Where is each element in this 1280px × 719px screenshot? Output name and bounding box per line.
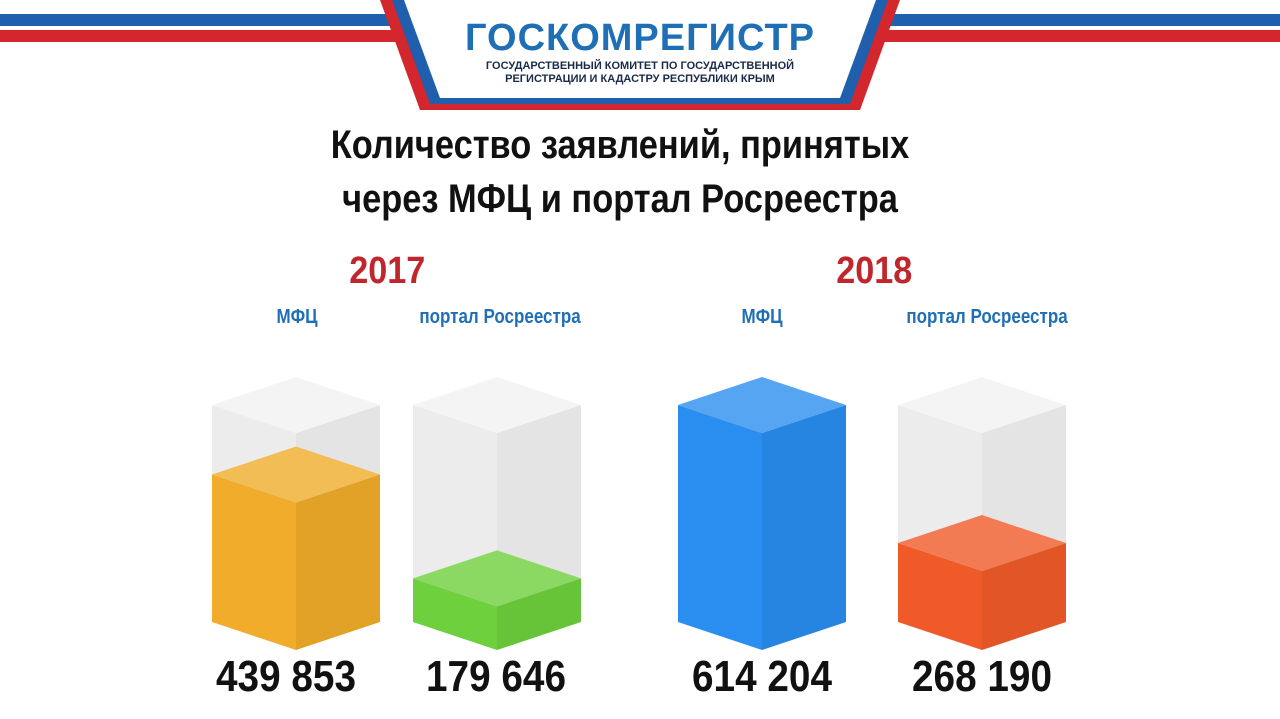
bar-value-2017-mfc: 439 853 [216,652,356,701]
logo-name: ГОСКОМРЕГИСТР [464,17,816,59]
bar-2017-portal-top [413,550,581,607]
bar-2017-mfc-front-left [212,474,296,650]
flag-stripe-red-right [880,30,1280,42]
year-label-2018: 2018 [836,250,913,292]
logo-subtitle: ГОСУДАРСТВЕННЫЙ КОМИТЕТ ПО ГОСУДАРСТВЕНН… [445,60,835,86]
bar-2018-portal-top [898,515,1066,572]
bar-2018-portal-front-left [898,543,982,650]
bar-ghost-2018-portal-top [898,377,1066,433]
year-label-2017: 2017 [349,250,426,292]
bar-label-2017-portal: портал Росреестра [419,306,581,328]
bar-2017-portal-front-left [413,578,497,650]
bar-value-2018-mfc: 614 204 [692,652,832,701]
bar-label-2017-mfc: МФЦ [276,306,318,328]
chart-title-line2: через МФЦ и портал Росреестра [342,177,898,221]
bar-2018-mfc-front-left [678,405,762,650]
flag-stripe-red-left [0,30,400,42]
flag-stripe-blue-left [0,14,410,26]
bar-label-2018-portal: портал Росреестра [906,306,1068,328]
banner-white-panel [404,0,876,98]
flag-stripe-white-left [0,0,420,12]
chart-title: Количество заявлений, принятых через МФЦ… [267,118,972,226]
bar-label-2018-mfc: МФЦ [741,306,783,328]
chart-title-line1: Количество заявлений, принятых [330,123,910,167]
bar-2017-portal-front-right [497,578,581,650]
bar-ghost-2017-mfc-top [212,377,380,433]
logo-subtitle-line2: РЕГИСТРАЦИИ И КАДАСТРУ РЕСПУБЛИКИ КРЫМ [505,73,775,85]
bar-value-2018-portal: 268 190 [912,652,1052,701]
bar-2018-portal-front-right [982,543,1066,650]
header-banner [0,0,1280,110]
bar-ghost-2017-portal-top [413,377,581,433]
bar-2018-mfc-top [678,377,846,433]
logo-subtitle-line1: ГОСУДАРСТВЕННЫЙ КОМИТЕТ ПО ГОСУДАРСТВЕНН… [485,60,795,72]
bar-2017-mfc-front-right [296,474,380,650]
bar-2018-mfc-front-right [762,405,846,650]
flag-stripe-white-right [860,0,1280,12]
flag-stripe-blue-right [870,14,1280,26]
bar-value-2017-portal: 179 646 [426,652,566,701]
bar-2017-mfc-top [212,446,380,503]
